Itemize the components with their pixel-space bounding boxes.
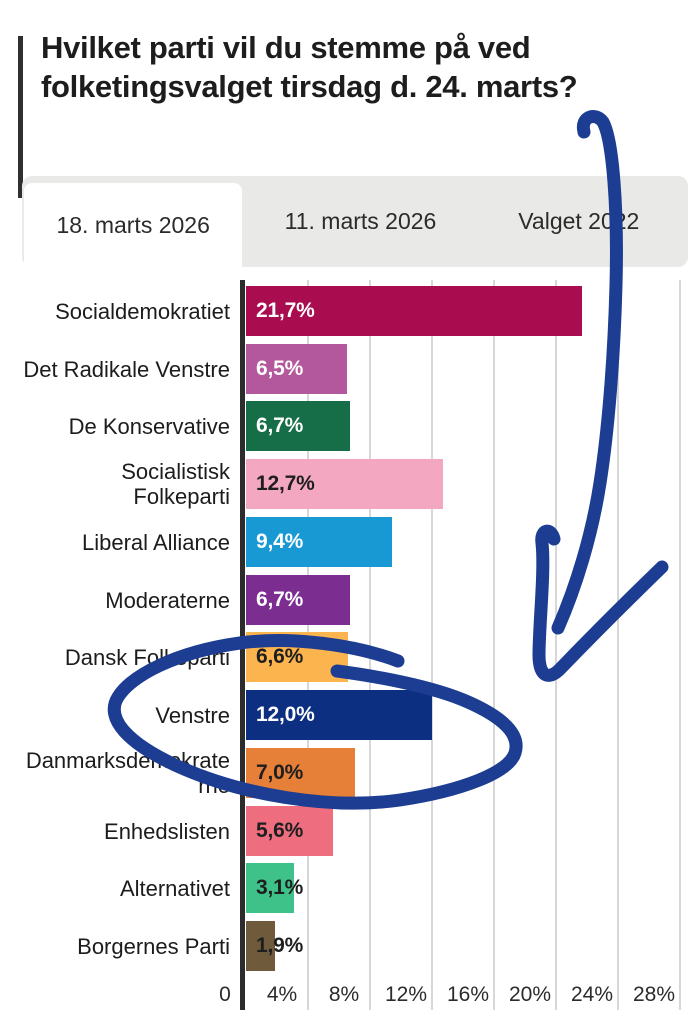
party-label: Borgernes Parti [77, 933, 230, 959]
bar-chart: Socialdemokratiet 21,7% Det Radikale Venst… [0, 280, 700, 1010]
bar-value-label: 5,6% [256, 819, 304, 842]
party-label: Liberal Alliance [82, 529, 230, 555]
tab-18-marts-2026[interactable]: 18. marts 2026 [24, 183, 243, 267]
chart-row-socialdemokratiet: Socialdemokratiet 21,7% [0, 286, 700, 336]
gridline-28 [679, 280, 681, 1010]
chart-row-danmarksdemokraterne: Danmarksdemokrate rne 7,0% [0, 748, 700, 798]
title-accent-bar [18, 36, 23, 198]
chart-row-det-radikale-venstre: Det Radikale Venstre 6,5% [0, 344, 700, 394]
bar-value-label: 21,7% [256, 299, 315, 322]
bar-alternativet [246, 863, 294, 913]
bar-value-label: 6,6% [256, 645, 304, 668]
x-tick-28: 28% [632, 983, 676, 1006]
party-label: Danmarksdemokrate rne [25, 748, 230, 798]
bar-value-label: 6,7% [256, 588, 304, 611]
chart-row-borgernes-parti: Borgernes Parti 1,9% [0, 921, 700, 971]
bar-socialdemokratiet [246, 286, 582, 336]
party-label: De Konservative [68, 413, 230, 439]
x-tick-4: 4% [266, 983, 298, 1006]
chart-row-de-konservative: De Konservative 6,7% [0, 401, 700, 451]
bar-value-label: 3,1% [256, 876, 304, 899]
chart-row-socialistisk-folkeparti: Socialistisk Folkeparti 12,7% [0, 459, 700, 509]
tab-label: 18. marts 2026 [56, 211, 210, 238]
bar-det-radikale-venstre [246, 344, 347, 394]
tab-11-marts-2026[interactable]: 11. marts 2026 [251, 176, 469, 267]
bar-moderaterne [246, 575, 350, 625]
x-tick-24: 24% [570, 983, 614, 1006]
tab-bar: 18. marts 2026 11. marts 2026 Valget 202… [22, 176, 688, 267]
bar-de-konservative [246, 401, 350, 451]
party-label: Dansk Folkeparti [64, 644, 230, 670]
party-label: Socialdemokratiet [55, 298, 230, 324]
tab-label: 11. marts 2026 [284, 208, 437, 234]
x-tick-8: 8% [328, 983, 360, 1006]
bar-value-label: 6,5% [256, 357, 304, 380]
party-label: Moderaterne [105, 587, 230, 613]
bar-value-label: 1,9% [256, 934, 304, 957]
bar-value-label: 9,4% [256, 530, 304, 553]
x-tick-0: 0 [219, 983, 231, 1006]
chart-row-dansk-folkeparti: Dansk Folkeparti 6,6% [0, 632, 700, 682]
x-tick-16: 16% [446, 983, 490, 1006]
chart-row-venstre: Venstre 12,0% [0, 690, 700, 740]
bar-borgernes-parti [246, 921, 275, 971]
party-label: Alternativet [119, 875, 230, 901]
party-label: Enhedslisten [104, 818, 230, 844]
bar-enhedslisten [246, 806, 333, 856]
bar-value-label: 6,7% [256, 414, 304, 437]
chart-row-enhedslisten: Enhedslisten 5,6% [0, 806, 700, 856]
tab-label: Valget 2022 [518, 208, 640, 234]
bar-value-label: 7,0% [256, 761, 304, 784]
party-label: Socialistisk Folkeparti [121, 459, 230, 509]
chart-row-alternativet: Alternativet 3,1% [0, 863, 700, 913]
x-tick-12: 12% [384, 983, 428, 1006]
bar-socialistisk-folkeparti [246, 459, 443, 509]
chart-row-moderaterne: Moderaterne 6,7% [0, 575, 700, 625]
tab-valget-2022[interactable]: Valget 2022 [470, 176, 688, 267]
bar-value-label: 12,7% [256, 472, 315, 495]
party-label: Det Radikale Venstre [23, 356, 230, 382]
chart-row-liberal-alliance: Liberal Alliance 9,4% [0, 517, 700, 567]
bar-value-label: 12,0% [256, 703, 315, 726]
page-title: Hvilket parti vil du stemme på ved folke… [41, 30, 578, 105]
party-label: Venstre [155, 702, 230, 728]
x-tick-20: 20% [508, 983, 552, 1006]
bar-liberal-alliance [246, 517, 392, 567]
